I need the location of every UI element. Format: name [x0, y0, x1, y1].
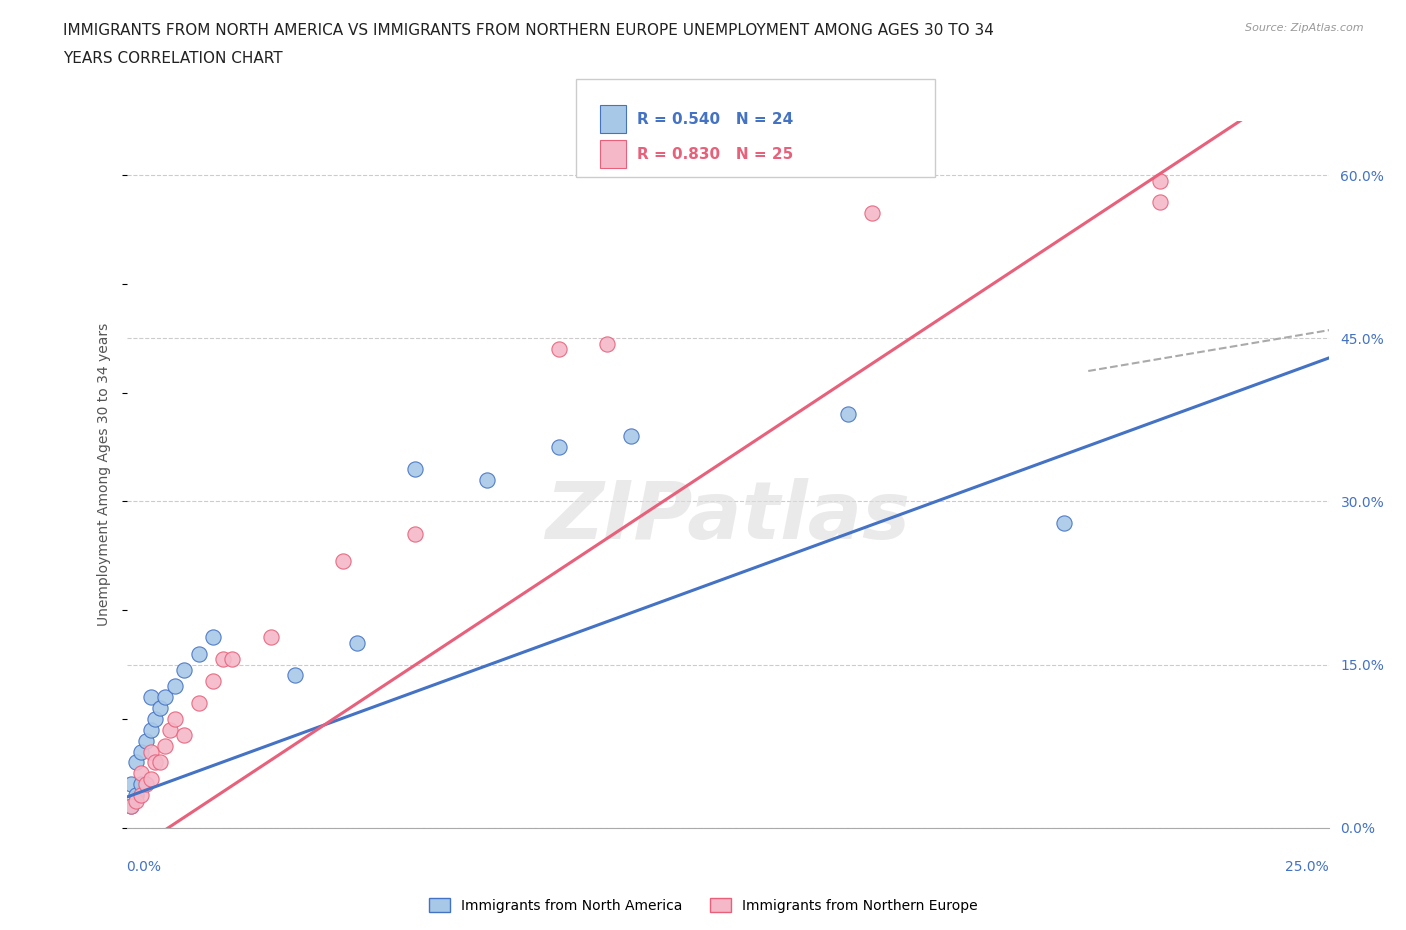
Point	[332, 554, 354, 569]
Point	[187, 696, 209, 711]
Y-axis label: Unemployment Among Ages 30 to 34 years: Unemployment Among Ages 30 to 34 years	[97, 323, 111, 626]
Point	[202, 673, 225, 688]
Text: Source: ZipAtlas.com: Source: ZipAtlas.com	[1246, 23, 1364, 33]
Text: ZIPatlas: ZIPatlas	[546, 478, 910, 556]
Point	[404, 461, 426, 476]
Point	[159, 723, 181, 737]
Point	[153, 690, 176, 705]
Legend: Immigrants from North America, Immigrants from Northern Europe: Immigrants from North America, Immigrant…	[423, 893, 983, 919]
Point	[129, 788, 152, 803]
Point	[548, 440, 571, 455]
Point	[125, 788, 148, 803]
Point	[139, 690, 162, 705]
Point	[129, 777, 152, 791]
Point	[1149, 173, 1171, 188]
Point	[163, 711, 186, 726]
Point	[135, 777, 157, 791]
Point	[125, 755, 148, 770]
Point	[221, 652, 243, 667]
Point	[125, 793, 148, 808]
Point	[837, 407, 859, 422]
Point	[187, 646, 209, 661]
Point	[202, 630, 225, 644]
Point	[145, 755, 167, 770]
Point	[173, 728, 195, 743]
Point	[173, 662, 195, 677]
Point	[120, 799, 142, 814]
Point	[135, 733, 157, 748]
Point	[475, 472, 498, 487]
Text: R = 0.830   N = 25: R = 0.830 N = 25	[637, 147, 793, 162]
Point	[139, 744, 162, 759]
Point	[153, 738, 176, 753]
Point	[120, 799, 142, 814]
Point	[596, 337, 619, 352]
Point	[284, 668, 307, 683]
Point	[139, 771, 162, 786]
Point	[860, 206, 883, 220]
Text: IMMIGRANTS FROM NORTH AMERICA VS IMMIGRANTS FROM NORTHERN EUROPE UNEMPLOYMENT AM: IMMIGRANTS FROM NORTH AMERICA VS IMMIGRA…	[63, 23, 994, 38]
Point	[260, 630, 283, 644]
Point	[145, 711, 167, 726]
Point	[1149, 195, 1171, 210]
Text: YEARS CORRELATION CHART: YEARS CORRELATION CHART	[63, 51, 283, 66]
Point	[120, 777, 142, 791]
Point	[620, 429, 643, 444]
Point	[548, 342, 571, 357]
Point	[139, 723, 162, 737]
Text: 25.0%: 25.0%	[1285, 860, 1329, 874]
Point	[211, 652, 233, 667]
Point	[163, 679, 186, 694]
Point	[149, 700, 172, 715]
Point	[149, 755, 172, 770]
Point	[129, 766, 152, 781]
Point	[346, 635, 368, 650]
Point	[129, 744, 152, 759]
Point	[404, 526, 426, 541]
Text: R = 0.540   N = 24: R = 0.540 N = 24	[637, 112, 793, 126]
Point	[1053, 516, 1076, 531]
Text: 0.0%: 0.0%	[127, 860, 162, 874]
